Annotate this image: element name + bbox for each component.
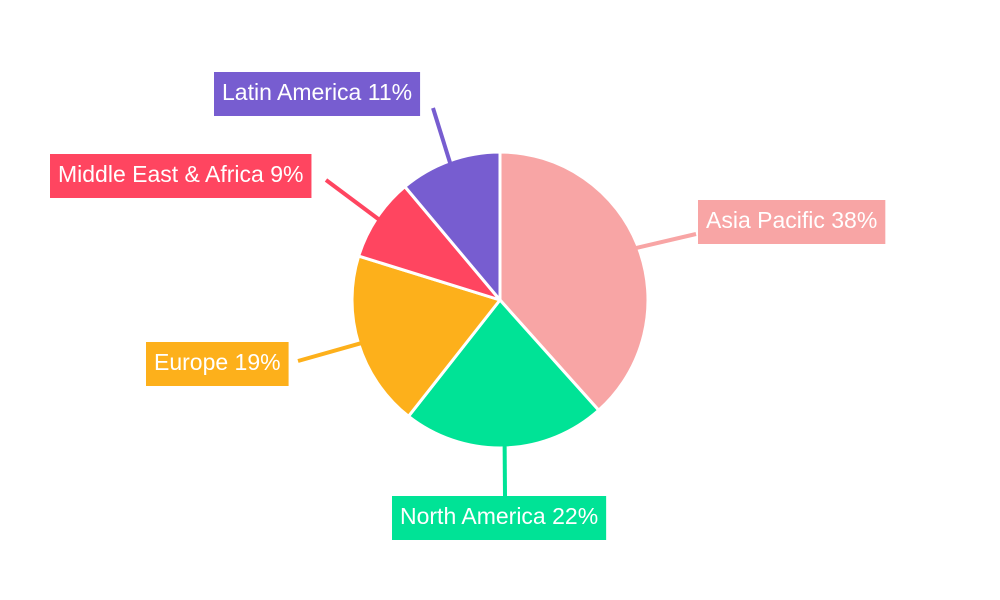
slice-label-background: [392, 496, 607, 540]
slice-label-text: North America 22%: [400, 503, 598, 529]
slice-label-background: [214, 72, 421, 116]
leader-line: [431, 107, 452, 164]
slice-label: North America 22%: [392, 496, 607, 540]
slices-layer: [350, 150, 650, 450]
leader-line: [635, 232, 697, 250]
slice-label: Middle East & Africa 9%: [50, 154, 312, 198]
slice-label-background: [146, 342, 289, 386]
slice-label-text: Middle East & Africa 9%: [58, 161, 303, 187]
leader-line: [324, 178, 380, 221]
slice-label: Asia Pacific 38%: [698, 200, 886, 244]
leader-line: [297, 341, 362, 363]
slice-label-background: [50, 154, 312, 198]
slice-label: Latin America 11%: [214, 72, 421, 116]
slice-label-background: [698, 200, 886, 244]
slice-label-text: Latin America 11%: [222, 79, 412, 105]
slice-label-text: Europe 19%: [154, 349, 281, 375]
labels-layer: Asia Pacific 38% North America 22% Europe …: [50, 72, 886, 540]
leader-lines-layer: [297, 107, 697, 497]
slice-label-text: Asia Pacific 38%: [706, 207, 877, 233]
slice-label: Europe 19%: [146, 342, 289, 386]
